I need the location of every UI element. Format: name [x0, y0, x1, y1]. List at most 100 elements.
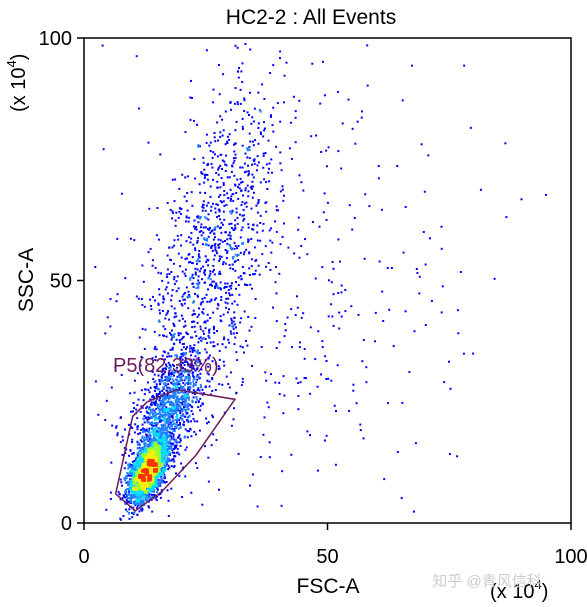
event-dot [196, 315, 199, 318]
event-dot [326, 201, 329, 204]
event-dot [284, 329, 287, 332]
event-dot [165, 335, 168, 338]
event-dot [233, 316, 236, 319]
event-dot [221, 118, 223, 121]
event-dot [151, 429, 154, 432]
event-dot [302, 189, 305, 192]
event-dot [174, 219, 177, 222]
event-dot [172, 423, 175, 426]
event-dot [170, 415, 173, 418]
event-dot [150, 469, 153, 472]
event-dot [230, 284, 233, 287]
event-dot [365, 366, 368, 369]
event-dot [161, 472, 164, 475]
event-dot [202, 200, 205, 203]
event-dot [209, 270, 212, 273]
event-dot [187, 369, 190, 372]
event-dot [200, 223, 203, 226]
event-dot [164, 468, 167, 471]
event-dot [124, 479, 127, 482]
event-dot [158, 450, 161, 453]
event-dot [165, 396, 168, 399]
event-dot [237, 245, 240, 247]
event-dot [157, 484, 160, 487]
event-dot [190, 410, 193, 413]
event-dot [170, 446, 173, 448]
event-dot [202, 203, 205, 206]
event-dot [181, 496, 184, 498]
event-dot [158, 334, 161, 337]
event-dot [141, 495, 144, 498]
event-dot [152, 402, 155, 405]
event-dot [188, 261, 190, 264]
event-dot [200, 234, 203, 237]
event-dot [162, 479, 164, 482]
event-dot [202, 308, 205, 311]
event-dot [160, 457, 163, 460]
event-dot [171, 458, 174, 461]
event-dot [175, 438, 177, 441]
event-dot [230, 170, 233, 173]
event-dot [179, 405, 182, 408]
event-dot [220, 255, 223, 258]
event-dot [200, 230, 203, 233]
event-dot [119, 478, 122, 481]
event-dot [185, 215, 188, 218]
event-dot [212, 341, 215, 344]
event-dot [149, 398, 152, 401]
event-dot [199, 336, 202, 339]
event-dot [229, 294, 231, 297]
event-dot [400, 497, 403, 500]
event-dot [224, 170, 227, 172]
event-dot [169, 403, 172, 406]
event-dot [161, 310, 164, 312]
event-dot [196, 378, 199, 381]
event-dot [252, 273, 254, 276]
event-dot [187, 307, 190, 310]
event-dot [128, 493, 131, 496]
event-dot [138, 494, 141, 497]
event-dot [194, 401, 197, 404]
event-dot [203, 332, 205, 335]
event-dot [144, 328, 147, 331]
event-dot [200, 362, 203, 365]
event-dot [145, 499, 148, 502]
event-dot [162, 325, 165, 328]
event-dot [377, 165, 380, 167]
event-dot [146, 439, 149, 442]
event-dot [191, 413, 194, 416]
event-dot [109, 498, 112, 500]
event-dot [173, 438, 175, 441]
event-dot [225, 203, 228, 206]
event-dot [179, 439, 182, 442]
event-dot [132, 486, 135, 489]
event-dot [248, 273, 251, 276]
event-dot [449, 387, 452, 390]
event-dot [243, 351, 245, 354]
event-dot [177, 216, 180, 219]
event-dot [300, 181, 303, 184]
event-dot [175, 451, 178, 454]
event-dot [165, 406, 168, 409]
event-dot [162, 450, 165, 453]
event-dot [191, 401, 194, 404]
event-dot [184, 410, 187, 413]
event-dot [185, 220, 187, 223]
event-dot [352, 389, 355, 392]
event-dot [243, 171, 246, 174]
event-dot [209, 278, 212, 281]
event-dot [181, 418, 184, 421]
event-dot [281, 470, 284, 473]
event-dot [218, 272, 221, 275]
event-dot [193, 344, 196, 347]
event-dot [220, 221, 223, 224]
event-dot [168, 459, 171, 462]
event-dot [177, 405, 180, 407]
event-dot [143, 421, 146, 424]
event-dot [191, 336, 194, 339]
event-dot [205, 217, 208, 220]
event-dot [183, 371, 186, 374]
event-dot [160, 424, 163, 427]
event-dot [184, 395, 187, 398]
event-dot [237, 186, 239, 189]
